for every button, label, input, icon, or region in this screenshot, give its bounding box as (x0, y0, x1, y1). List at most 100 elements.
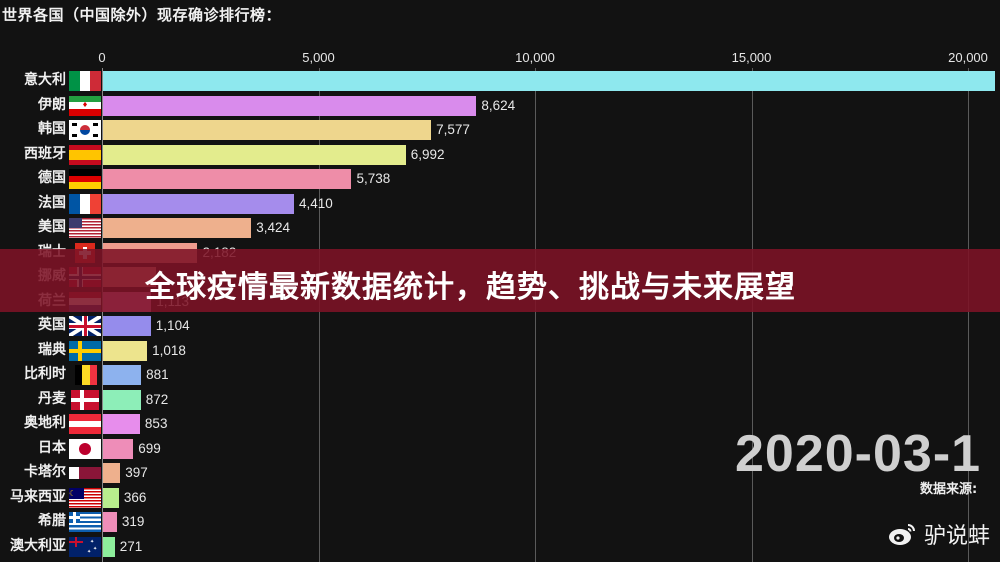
spain-flag-icon (69, 144, 101, 165)
data-source-label: 数据来源: (920, 482, 978, 497)
bar-row: 瑞典 (0, 340, 102, 361)
bar-row: 西班牙 (0, 144, 102, 165)
axis-tick-label: 0 (98, 50, 106, 65)
axis-tick-label: 15,000 (731, 50, 772, 65)
country-label: 伊朗 (38, 96, 66, 113)
bar-value-label: 4,410 (298, 195, 333, 211)
greece-flag-icon (69, 512, 101, 532)
data-bar (103, 120, 432, 140)
data-bar (103, 536, 115, 557)
bar-value-label: 366 (123, 489, 147, 505)
date-label: 2020-03-1 (735, 425, 982, 483)
bar-row: 比利时 (0, 364, 102, 385)
austria-flag-icon (69, 414, 101, 434)
bar-value-label: 1,018 (152, 342, 186, 358)
denmark-flag-icon (69, 389, 101, 410)
data-bar (103, 487, 119, 508)
country-label: 德国 (38, 170, 66, 186)
country-label: 丹麦 (38, 390, 66, 407)
data-bar (103, 340, 148, 361)
bar-row: 马来西亚 ☾ (0, 487, 102, 508)
gridline (751, 68, 753, 562)
france-flag-icon (69, 193, 101, 214)
australia-flag-icon: ✦ ✦ ✦ (69, 536, 101, 557)
data-bar (103, 193, 294, 214)
bar-value-label: 699 (138, 440, 161, 456)
bar-value-label: 3,424 (256, 220, 291, 235)
data-bar (103, 414, 140, 434)
iran-flag-icon: ♦ (69, 95, 101, 116)
data-bar (103, 463, 121, 483)
country-label: 西班牙 (24, 145, 66, 162)
chart-title: 世界各国（中国除外）现存确诊排行榜： (2, 6, 282, 24)
usa-flag-icon (69, 218, 101, 238)
data-bar (103, 316, 151, 336)
bar-row: 德国 (0, 168, 102, 189)
bar-row: 韩国 (0, 119, 102, 140)
country-label: 奥地利 (24, 415, 66, 431)
gridline (968, 68, 969, 562)
data-bar (103, 218, 252, 238)
country-label: 卡塔尔 (24, 464, 66, 480)
bar-value-label: 271 (119, 538, 143, 554)
bar-value-label: 872 (145, 391, 169, 407)
watermark: 驴说蚌 (888, 518, 990, 550)
country-label: 法国 (38, 194, 66, 211)
bar-value-label: 6,992 (410, 146, 445, 162)
belgium-flag-icon (69, 365, 101, 385)
country-label: 澳大利亚 (10, 537, 66, 554)
uk-flag-icon (69, 316, 101, 336)
country-label: 韩国 (38, 121, 66, 137)
bar-value-label: 881 (146, 367, 169, 382)
bar-row: 伊朗 ♦ (0, 95, 102, 116)
data-bar (103, 438, 134, 459)
bar-row: 英国 (0, 315, 102, 336)
bar-row: 意大利 (0, 70, 102, 91)
headline-text: 全球疫情最新数据统计，趋势、挑战与未来展望 (145, 270, 796, 305)
data-bar (103, 95, 477, 116)
country-label: 希腊 (38, 513, 66, 529)
bar-value-label: 7,577 (436, 122, 470, 137)
germany-flag-icon (69, 169, 101, 189)
bar-row: 美国 (0, 217, 102, 238)
country-label: 意大利 (24, 72, 66, 88)
bar-row: 卡塔尔 (0, 462, 102, 483)
axis-tick-label: 5,000 (302, 50, 335, 65)
headline-banner (0, 249, 1000, 312)
malaysia-flag-icon: ☾ (69, 487, 101, 508)
sweden-flag-icon (69, 340, 101, 361)
data-bar (103, 365, 142, 385)
bar-row: 法国 (0, 193, 102, 214)
country-label: 比利时 (24, 366, 66, 382)
axis-tick-label: 20,000 (948, 50, 988, 65)
bar-value-label: 8,624 (481, 97, 516, 113)
country-label: 美国 (38, 219, 66, 235)
japan-flag-icon (69, 438, 101, 459)
bar-value-label: 853 (144, 416, 168, 431)
weibo-icon (889, 524, 915, 545)
bar-value-label: 319 (121, 514, 145, 529)
south-korea-flag-icon (69, 120, 101, 140)
bar-row: 丹麦 (0, 389, 102, 410)
bar-row: 澳大利亚 ✦ ✦ ✦ (0, 536, 102, 557)
data-bar (103, 512, 117, 532)
country-label: 英国 (38, 317, 66, 333)
gridline (318, 68, 320, 562)
bar-value-label: 1,104 (155, 318, 190, 333)
country-label: 马来西亚 (10, 488, 66, 505)
bar-value-label: 5,738 (356, 171, 391, 186)
data-bar (103, 389, 141, 410)
data-bar (103, 169, 352, 189)
italy-flag-icon (69, 71, 101, 91)
bar-value-label: 397 (125, 465, 148, 480)
qatar-flag-icon (69, 463, 101, 483)
country-label: 瑞典 (38, 341, 66, 358)
axis-tick-label: 10,000 (515, 50, 555, 65)
bar-row: 希腊 (0, 511, 102, 532)
zero-axis-line (102, 68, 103, 562)
data-bar (103, 144, 406, 165)
gridline (535, 68, 536, 562)
bar-row: 日本 (0, 438, 102, 459)
country-label: 日本 (38, 439, 66, 456)
data-bar (103, 71, 995, 91)
